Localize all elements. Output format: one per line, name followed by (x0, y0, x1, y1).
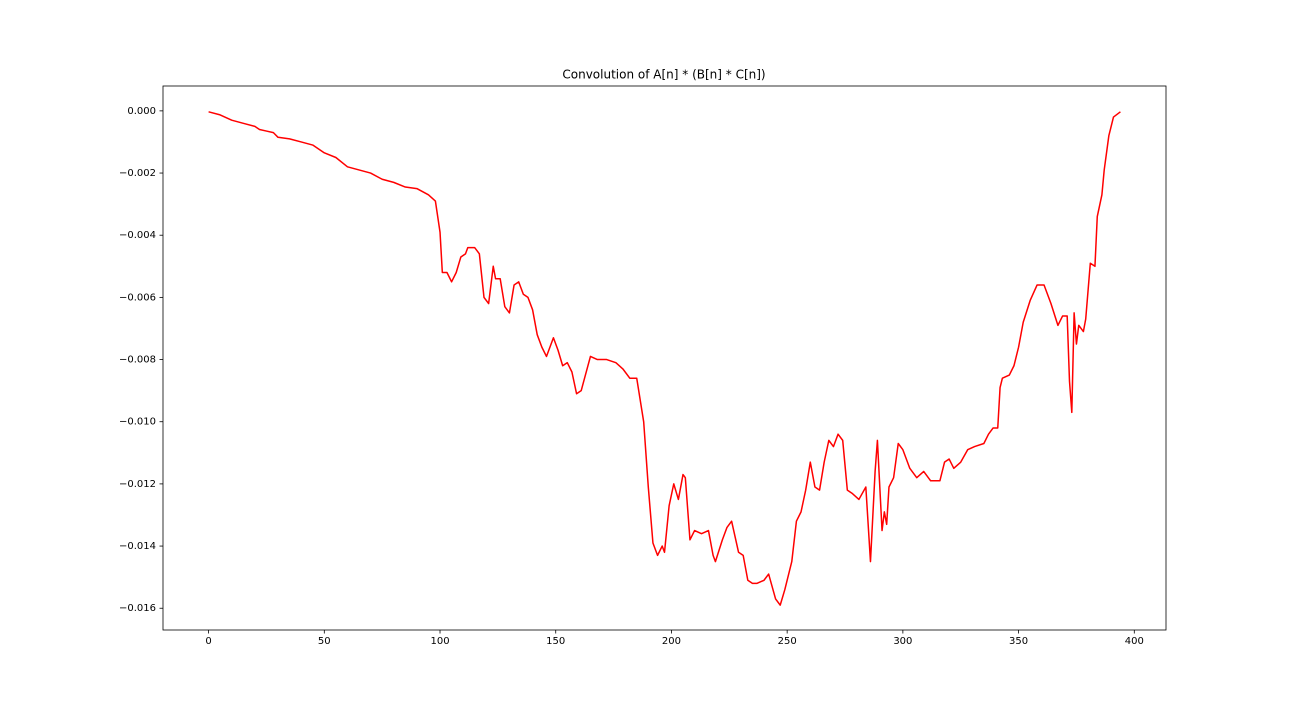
x-tick-label: 100 (430, 636, 449, 647)
y-tick-label: −0.008 (119, 355, 156, 366)
x-tick-label: 300 (893, 636, 912, 647)
x-tick-label: 0 (205, 636, 211, 647)
x-tick-label: 150 (546, 636, 565, 647)
y-tick-label: −0.012 (119, 479, 156, 490)
x-tick-label: 250 (778, 636, 797, 647)
y-tick-label: −0.006 (119, 292, 156, 303)
y-tick-label: −0.004 (119, 230, 156, 241)
y-tick-label: −0.010 (119, 417, 156, 428)
y-tick-label: −0.002 (119, 168, 156, 179)
x-tick-label: 350 (1009, 636, 1028, 647)
x-tick-label: 50 (318, 636, 331, 647)
plot-frame (162, 85, 1167, 631)
y-tick-label: −0.016 (119, 603, 156, 614)
x-tick-label: 400 (1125, 636, 1144, 647)
data-line (208, 111, 1121, 606)
x-tick-label: 200 (662, 636, 681, 647)
chart-title: Convolution of A[n] * (B[n] * C[n]) (562, 68, 765, 82)
y-tick-label: −0.014 (119, 541, 156, 552)
y-tick-label: 0.000 (127, 106, 156, 117)
